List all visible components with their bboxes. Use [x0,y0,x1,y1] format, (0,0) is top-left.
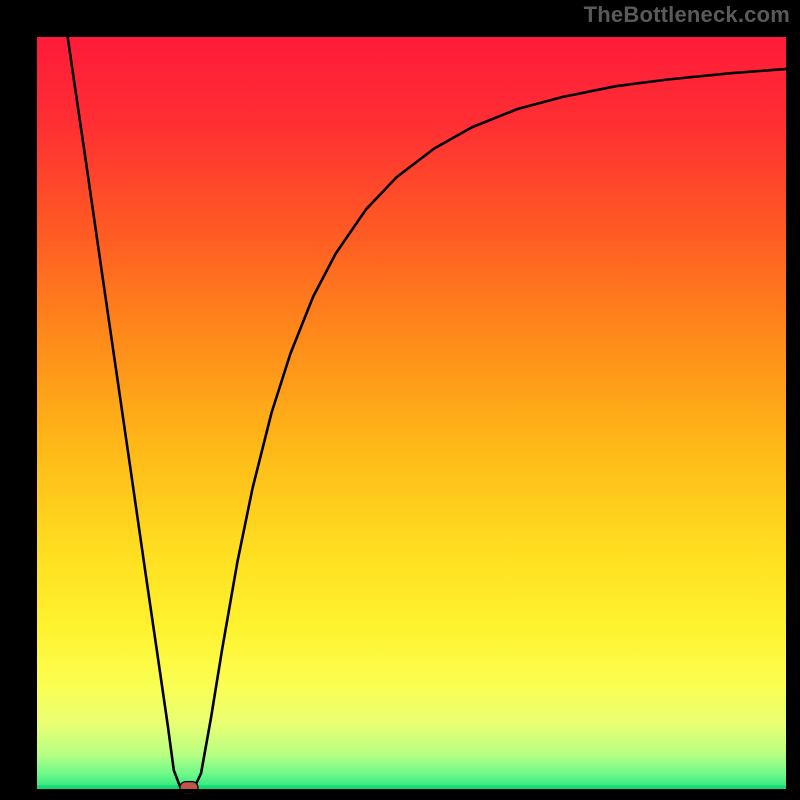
bottleneck-chart: TheBottleneck.com [0,0,800,800]
watermark-text: TheBottleneck.com [584,2,790,28]
chart-svg [0,0,800,800]
